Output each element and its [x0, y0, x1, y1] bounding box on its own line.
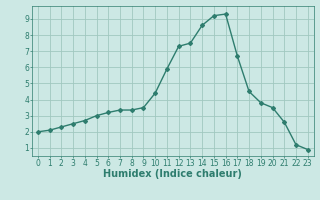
X-axis label: Humidex (Indice chaleur): Humidex (Indice chaleur): [103, 169, 242, 179]
